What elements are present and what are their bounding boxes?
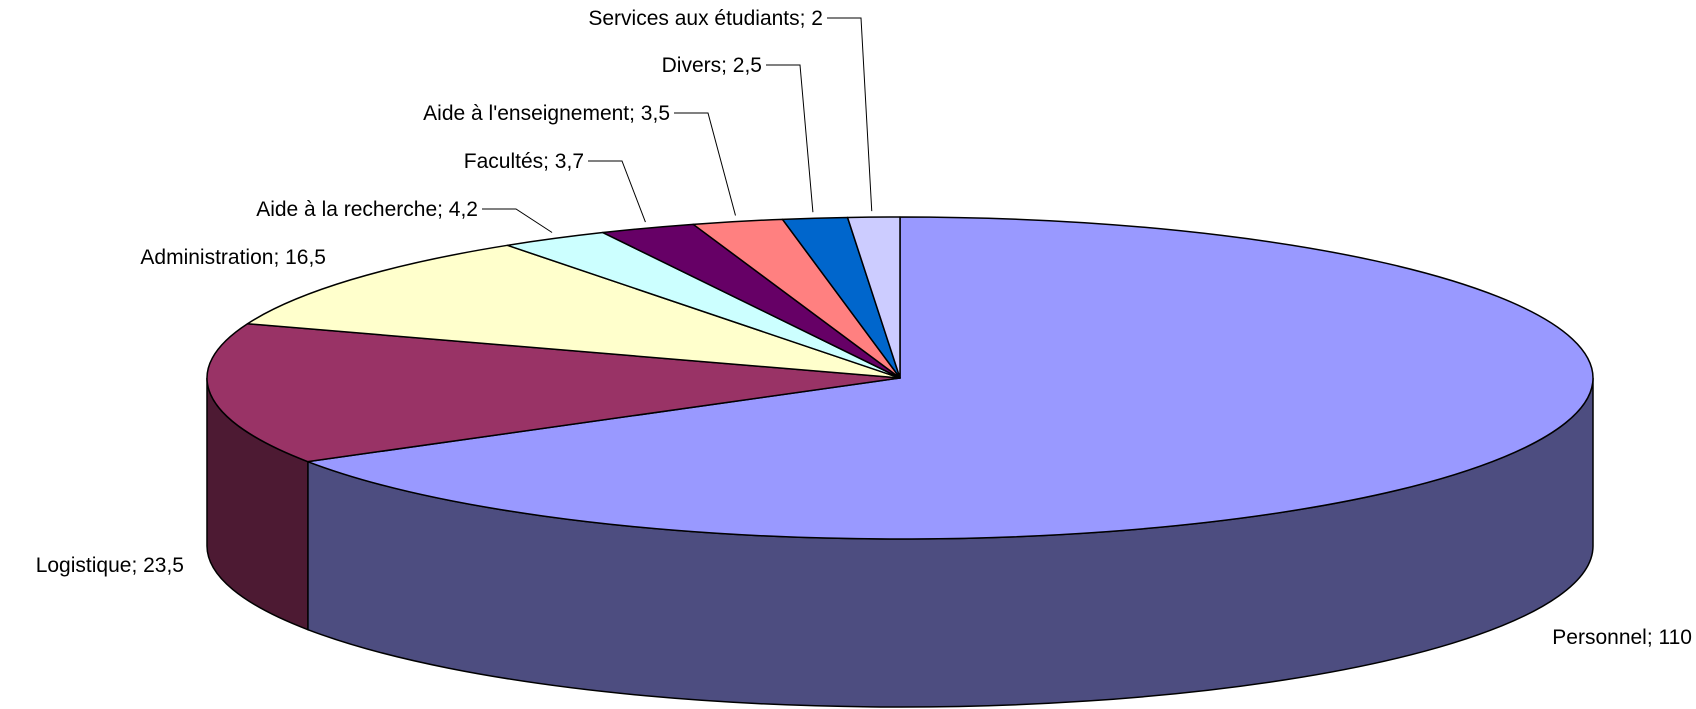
label-aide-a-la-recherche: Aide à la recherche; 4,2 (256, 198, 478, 221)
slice-services-aux-etudiants (846, 216, 901, 379)
leader-line-divers (766, 64, 814, 213)
leader-line-aide-a-la-recherche (482, 208, 553, 233)
slice-personnel (307, 216, 1594, 540)
leader-line-services-aux-etudiants (827, 17, 873, 212)
pie-slices (206, 216, 1594, 540)
label-aide-a-l-enseignement: Aide à l'enseignement; 3,5 (423, 102, 670, 125)
label-divers: Divers; 2,5 (662, 54, 762, 77)
label-facultes: Facultés; 3,7 (464, 150, 584, 173)
label-administration: Administration; 16,5 (140, 246, 326, 269)
leader-line-facultes (588, 160, 646, 223)
label-logistique: Logistique; 23,5 (36, 554, 184, 577)
data-labels: Personnel; 110 Logistique; 23,5 Administra… (36, 7, 1692, 649)
slice-administration (246, 244, 901, 379)
leader-lines (482, 17, 873, 233)
leader-line-aide-a-l-enseignement (674, 112, 736, 216)
slice-logistique (206, 322, 901, 463)
label-services-aux-etudiants: Services aux étudiants; 2 (588, 7, 823, 30)
label-personnel: Personnel; 110 (1552, 626, 1692, 649)
